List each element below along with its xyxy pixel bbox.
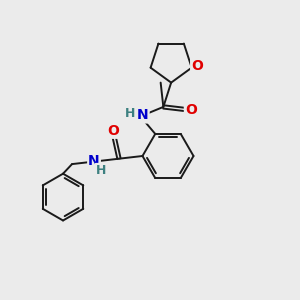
Text: O: O [191, 59, 203, 73]
Text: N: N [88, 154, 100, 168]
Text: N: N [137, 109, 148, 122]
Text: O: O [108, 124, 119, 138]
Text: H: H [125, 107, 135, 120]
Text: H: H [96, 164, 106, 177]
Text: O: O [185, 103, 197, 117]
